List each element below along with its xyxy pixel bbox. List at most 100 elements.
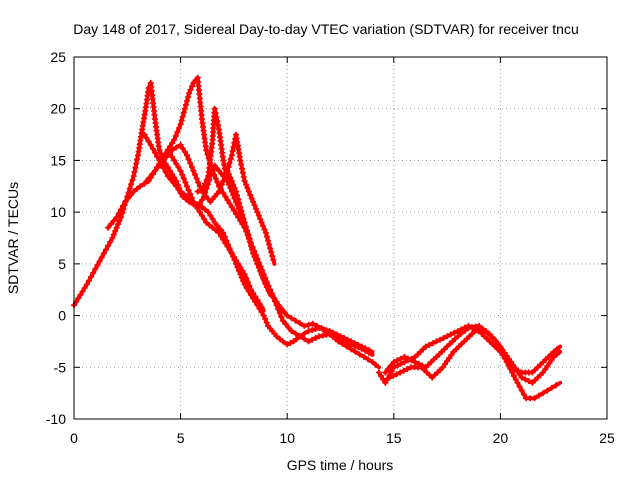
data-point-marker bbox=[293, 335, 300, 342]
data-point-marker bbox=[169, 171, 176, 178]
data-point-marker bbox=[203, 219, 210, 226]
data-point-marker bbox=[188, 163, 195, 170]
data-point-marker bbox=[454, 328, 461, 335]
x-tick-label: 25 bbox=[599, 430, 615, 446]
data-point-marker bbox=[237, 209, 244, 216]
data-point-marker bbox=[540, 369, 546, 376]
data-point-marker bbox=[361, 353, 367, 360]
data-point-marker bbox=[369, 359, 376, 366]
data-point-marker bbox=[276, 335, 283, 342]
data-point-marker bbox=[146, 174, 153, 181]
data-point-marker bbox=[245, 231, 252, 238]
data-point-marker bbox=[552, 382, 559, 389]
data-point-marker bbox=[115, 210, 122, 217]
x-tick-label: 15 bbox=[386, 430, 402, 446]
data-point-marker bbox=[240, 174, 247, 180]
data-point-marker bbox=[224, 197, 231, 204]
data-point-marker bbox=[260, 312, 267, 319]
data-point-marker bbox=[254, 260, 261, 267]
data-point-marker bbox=[163, 154, 170, 160]
data-point-marker bbox=[230, 207, 237, 214]
data-point-marker bbox=[226, 247, 233, 254]
data-point-marker bbox=[179, 171, 186, 178]
data-point-marker bbox=[189, 83, 195, 90]
data-point-marker bbox=[509, 369, 516, 376]
data-point-marker bbox=[292, 317, 299, 324]
data-point-marker bbox=[211, 219, 218, 226]
data-point-marker bbox=[405, 355, 411, 362]
data-point-marker bbox=[507, 366, 514, 372]
y-tick-label: 25 bbox=[50, 49, 66, 65]
data-point-marker bbox=[221, 165, 228, 172]
data-point-marker bbox=[287, 340, 294, 346]
data-point-marker bbox=[390, 372, 397, 379]
data-point-marker bbox=[184, 183, 190, 190]
data-point-marker bbox=[397, 355, 404, 362]
data-point-marker bbox=[358, 345, 365, 352]
data-point-marker bbox=[235, 260, 242, 267]
data-point-marker bbox=[341, 337, 348, 344]
data-point-marker bbox=[348, 346, 355, 353]
data-point-marker bbox=[110, 217, 117, 224]
data-point-marker bbox=[309, 336, 316, 343]
data-point-marker bbox=[234, 202, 241, 209]
data-point-marker bbox=[216, 188, 222, 195]
data-point-marker bbox=[226, 160, 233, 166]
data-point-marker bbox=[222, 169, 229, 176]
data-point-marker bbox=[157, 160, 164, 167]
data-series-layer bbox=[71, 74, 563, 402]
data-point-marker bbox=[273, 333, 280, 340]
y-tick-label: 0 bbox=[58, 308, 66, 324]
data-point-marker bbox=[270, 257, 277, 263]
data-point-marker bbox=[160, 157, 167, 164]
data-point-marker bbox=[247, 191, 254, 198]
series-track-5 bbox=[194, 105, 273, 297]
data-point-marker bbox=[250, 198, 257, 205]
data-point-marker bbox=[169, 140, 176, 147]
data-point-marker bbox=[266, 241, 273, 248]
data-point-marker bbox=[301, 322, 308, 329]
data-point-marker bbox=[100, 250, 107, 257]
y-tick-label: 5 bbox=[58, 256, 66, 272]
data-point-marker bbox=[297, 333, 303, 340]
data-point-marker bbox=[110, 231, 117, 238]
plot-frame bbox=[73, 56, 608, 420]
data-point-marker bbox=[109, 235, 116, 241]
data-point-marker bbox=[312, 335, 319, 341]
data-point-marker bbox=[250, 290, 257, 297]
data-point-marker bbox=[412, 359, 419, 366]
data-point-marker bbox=[540, 390, 546, 397]
data-point-marker bbox=[198, 197, 205, 204]
data-point-marker bbox=[112, 228, 119, 235]
data-point-marker bbox=[177, 167, 184, 174]
data-point-marker bbox=[335, 338, 342, 345]
data-point-marker bbox=[185, 94, 192, 101]
data-point-marker bbox=[170, 179, 177, 186]
data-point-marker bbox=[233, 198, 239, 205]
data-point-marker bbox=[268, 249, 275, 256]
data-point-marker bbox=[447, 331, 454, 338]
data-point-marker bbox=[188, 194, 195, 201]
data-point-marker bbox=[243, 275, 250, 282]
data-point-marker bbox=[235, 214, 242, 221]
data-point-marker bbox=[279, 317, 286, 324]
data-point-marker bbox=[394, 362, 401, 369]
data-point-marker bbox=[217, 185, 224, 191]
data-point-marker bbox=[394, 357, 401, 364]
data-point-marker bbox=[166, 167, 173, 174]
data-point-marker bbox=[448, 351, 455, 358]
data-point-marker bbox=[238, 212, 245, 219]
data-point-marker bbox=[198, 212, 205, 219]
data-point-marker bbox=[241, 271, 248, 278]
data-point-marker bbox=[510, 372, 517, 379]
data-point-marker bbox=[166, 143, 173, 150]
data-point-marker bbox=[128, 181, 135, 188]
data-point-marker bbox=[192, 202, 199, 209]
data-point-marker bbox=[433, 338, 440, 345]
data-point-marker bbox=[225, 163, 232, 170]
data-point-marker bbox=[244, 227, 251, 234]
data-point-marker bbox=[512, 376, 519, 383]
series-track-6 bbox=[164, 147, 266, 313]
data-point-marker bbox=[454, 333, 461, 340]
